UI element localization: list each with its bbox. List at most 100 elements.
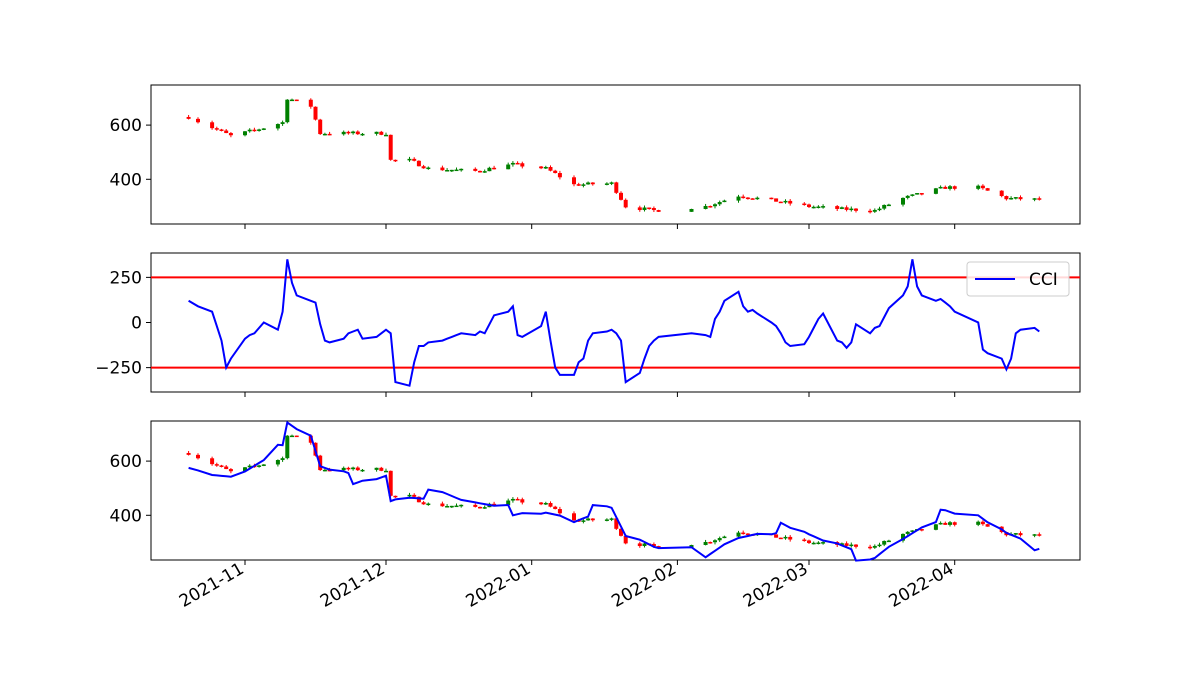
candle-body [275, 124, 280, 129]
candle-body [388, 470, 393, 496]
candle-body [440, 503, 445, 507]
candle-body [750, 198, 755, 200]
overlay-candles [186, 434, 1042, 550]
cci-panel: −250 0 250 CCI [95, 252, 1081, 397]
candle-body [543, 166, 548, 169]
candle-body [261, 128, 266, 130]
candle-body [586, 518, 591, 521]
candle-body [938, 186, 943, 189]
candle-body [868, 546, 873, 549]
candle-body [581, 520, 586, 522]
candle-body [553, 506, 558, 510]
candle-body [294, 435, 299, 438]
candle-body [656, 210, 661, 212]
candle-body [520, 163, 525, 167]
legend-box [966, 261, 1070, 297]
candle-body [745, 197, 750, 200]
candle-body [919, 193, 924, 195]
candle-body [802, 539, 807, 542]
candle-body [877, 544, 882, 547]
candle-body [210, 458, 215, 465]
candle-body [449, 505, 454, 508]
y-tick-label: 600 [110, 452, 142, 472]
candle-body [821, 206, 826, 208]
candle-body [619, 528, 623, 536]
candle-body [280, 122, 285, 125]
candle-body [910, 194, 915, 196]
cci-series-line [188, 259, 1040, 387]
candle-body [374, 131, 379, 134]
candle-body [285, 435, 290, 459]
candle-body [905, 531, 910, 534]
candle-body [1018, 533, 1023, 536]
y-tick-label: 250 [110, 268, 142, 288]
candle-body [778, 201, 783, 204]
candle-body [539, 502, 544, 505]
candle-body [910, 530, 915, 532]
candle-body [553, 170, 558, 174]
candle-body [515, 162, 520, 165]
candle-body [952, 522, 957, 525]
cci-y-ticks: −250 0 250 [95, 268, 151, 379]
candle-body [736, 532, 741, 537]
candle-body [318, 119, 323, 135]
candle-body [713, 204, 717, 207]
candle-body [510, 162, 515, 165]
candle-body [788, 536, 793, 540]
candle-body [351, 131, 356, 134]
y-tick-label: 400 [110, 170, 142, 190]
cci-legend: CCI [966, 261, 1070, 297]
candle-body [1009, 197, 1014, 200]
candle-body [1032, 198, 1037, 200]
candle-body [445, 170, 450, 172]
candle-body [557, 173, 562, 178]
candle-body [952, 186, 957, 189]
candle-body [948, 522, 952, 525]
candle-body [257, 129, 262, 131]
candle-body [919, 529, 924, 531]
candle-body [214, 128, 219, 130]
candle-body [426, 167, 431, 170]
candle-body [252, 129, 257, 132]
candle-body [322, 133, 327, 136]
candle-body [355, 467, 360, 471]
candle-body [308, 435, 313, 443]
candle-body [393, 159, 398, 162]
candle-body [473, 168, 478, 171]
candle-body [346, 131, 351, 134]
candle-body [228, 469, 233, 472]
candle-body [985, 524, 990, 527]
candle-body [590, 182, 595, 185]
candle-body [1032, 534, 1037, 536]
candle-body [416, 496, 421, 503]
candle-body [980, 185, 985, 189]
candle-body [520, 499, 525, 503]
candle-body [868, 210, 873, 213]
candle-body [783, 200, 788, 203]
candle-body [388, 134, 393, 160]
candle-body [557, 509, 562, 514]
candle-body [647, 207, 652, 210]
candle-body [741, 196, 746, 199]
candle-body [642, 207, 647, 211]
candle-body [637, 207, 642, 211]
candle-body [886, 540, 891, 543]
candle-body [214, 464, 219, 466]
candle-body [445, 506, 450, 508]
candle-body [590, 518, 595, 521]
candle-body [285, 99, 290, 123]
price-candles [186, 98, 1042, 214]
candle-body [280, 458, 285, 461]
candle-body [313, 106, 318, 120]
candle-body [614, 182, 619, 193]
candle-body [943, 186, 948, 189]
candle-body [341, 131, 346, 135]
candle-body [915, 193, 920, 195]
candle-body [482, 507, 487, 509]
candle-body [778, 537, 783, 540]
candle-body [609, 182, 614, 184]
candle-body [717, 202, 722, 205]
candle-body [454, 505, 459, 508]
candle-body [407, 494, 412, 497]
candle-body [355, 131, 360, 135]
